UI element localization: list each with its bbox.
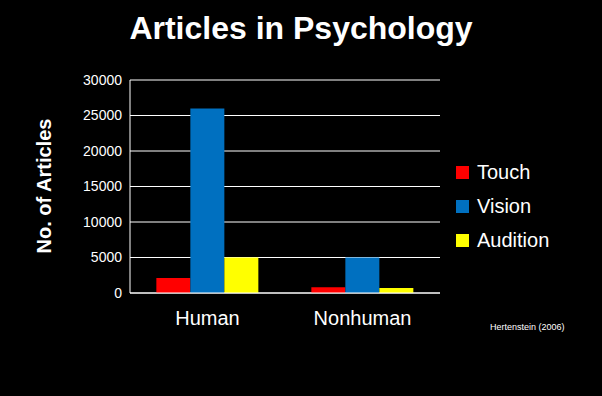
svg-text:5000: 5000 — [91, 249, 122, 265]
svg-text:25000: 25000 — [83, 107, 122, 123]
html-text:Vision: Vision — [477, 194, 532, 217]
svg-text:15000: 15000 — [83, 178, 122, 194]
svg-text:30000: 30000 — [83, 72, 122, 88]
svg-text:10000: 10000 — [83, 214, 122, 230]
html-text:No. of Articles: No. of Articles — [33, 118, 55, 254]
html-text:Audition: Audition — [477, 228, 550, 251]
html-text:Articles in Psychology: Articles in Psychology — [129, 10, 473, 46]
svg-text:Human: Human — [175, 307, 239, 329]
svg-text:20000: 20000 — [83, 143, 122, 159]
svg-text:0: 0 — [114, 285, 122, 301]
html-text:Hertenstein (2006): Hertenstein (2006) — [490, 322, 565, 332]
svg-text:Nonhuman: Nonhuman — [314, 307, 412, 329]
html-text:Touch: Touch — [477, 160, 531, 183]
